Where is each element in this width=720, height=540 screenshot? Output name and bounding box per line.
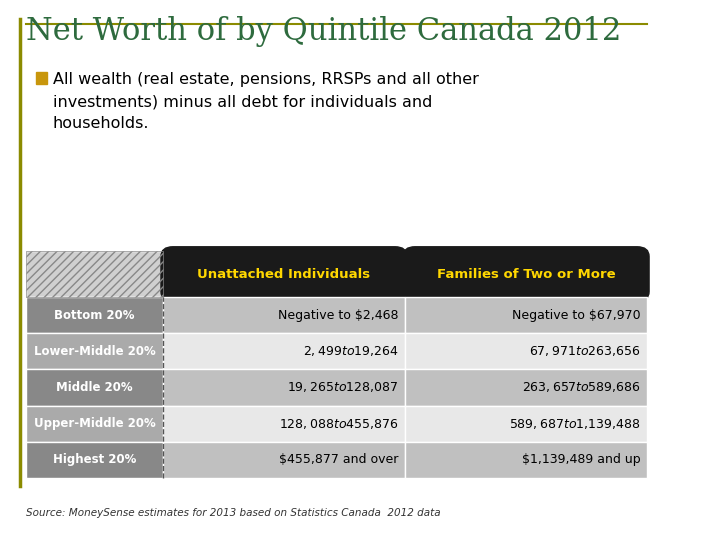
Text: Source: MoneySense estimates for 2013 based on Statistics Canada  2012 data: Source: MoneySense estimates for 2013 ba… <box>27 508 441 518</box>
FancyBboxPatch shape <box>163 406 405 442</box>
FancyBboxPatch shape <box>36 72 47 84</box>
Text: $263,657 to $589,686: $263,657 to $589,686 <box>522 381 641 394</box>
FancyBboxPatch shape <box>27 297 163 333</box>
Text: Negative to $2,468: Negative to $2,468 <box>278 308 398 322</box>
FancyBboxPatch shape <box>27 251 163 297</box>
Text: Highest 20%: Highest 20% <box>53 453 136 467</box>
Text: Upper-Middle 20%: Upper-Middle 20% <box>34 417 156 430</box>
FancyBboxPatch shape <box>27 369 163 406</box>
Text: $2,499 to $19,264: $2,499 to $19,264 <box>302 345 398 358</box>
Text: Unattached Individuals: Unattached Individuals <box>197 267 371 281</box>
Text: All wealth (real estate, pensions, RRSPs and all other
investments) minus all de: All wealth (real estate, pensions, RRSPs… <box>53 72 479 131</box>
Text: $589,687 to $1,139,488: $589,687 to $1,139,488 <box>509 417 641 430</box>
FancyBboxPatch shape <box>161 247 407 301</box>
FancyBboxPatch shape <box>405 297 647 333</box>
Text: $67,971 to $263,656: $67,971 to $263,656 <box>529 345 641 358</box>
FancyBboxPatch shape <box>163 297 405 333</box>
Text: Bottom 20%: Bottom 20% <box>55 308 135 322</box>
FancyBboxPatch shape <box>163 333 405 369</box>
FancyBboxPatch shape <box>163 442 405 478</box>
FancyBboxPatch shape <box>163 369 405 406</box>
Text: Net Worth of by Quintile Canada 2012: Net Worth of by Quintile Canada 2012 <box>27 16 622 47</box>
FancyBboxPatch shape <box>27 406 163 442</box>
FancyBboxPatch shape <box>27 333 163 369</box>
FancyBboxPatch shape <box>405 442 647 478</box>
FancyBboxPatch shape <box>403 247 649 301</box>
Text: Lower-Middle 20%: Lower-Middle 20% <box>34 345 156 358</box>
Text: $128,088 to $455,876: $128,088 to $455,876 <box>279 417 398 430</box>
FancyBboxPatch shape <box>405 333 647 369</box>
Text: $1,139,489 and up: $1,139,489 and up <box>522 453 641 467</box>
Text: Negative to $67,970: Negative to $67,970 <box>512 308 641 322</box>
Text: $19,265 to $128,087: $19,265 to $128,087 <box>287 381 398 394</box>
FancyBboxPatch shape <box>405 369 647 406</box>
FancyBboxPatch shape <box>27 442 163 478</box>
FancyBboxPatch shape <box>405 406 647 442</box>
Text: $455,877 and over: $455,877 and over <box>279 453 398 467</box>
Text: Middle 20%: Middle 20% <box>56 381 133 394</box>
Text: Families of Two or More: Families of Two or More <box>437 267 616 281</box>
